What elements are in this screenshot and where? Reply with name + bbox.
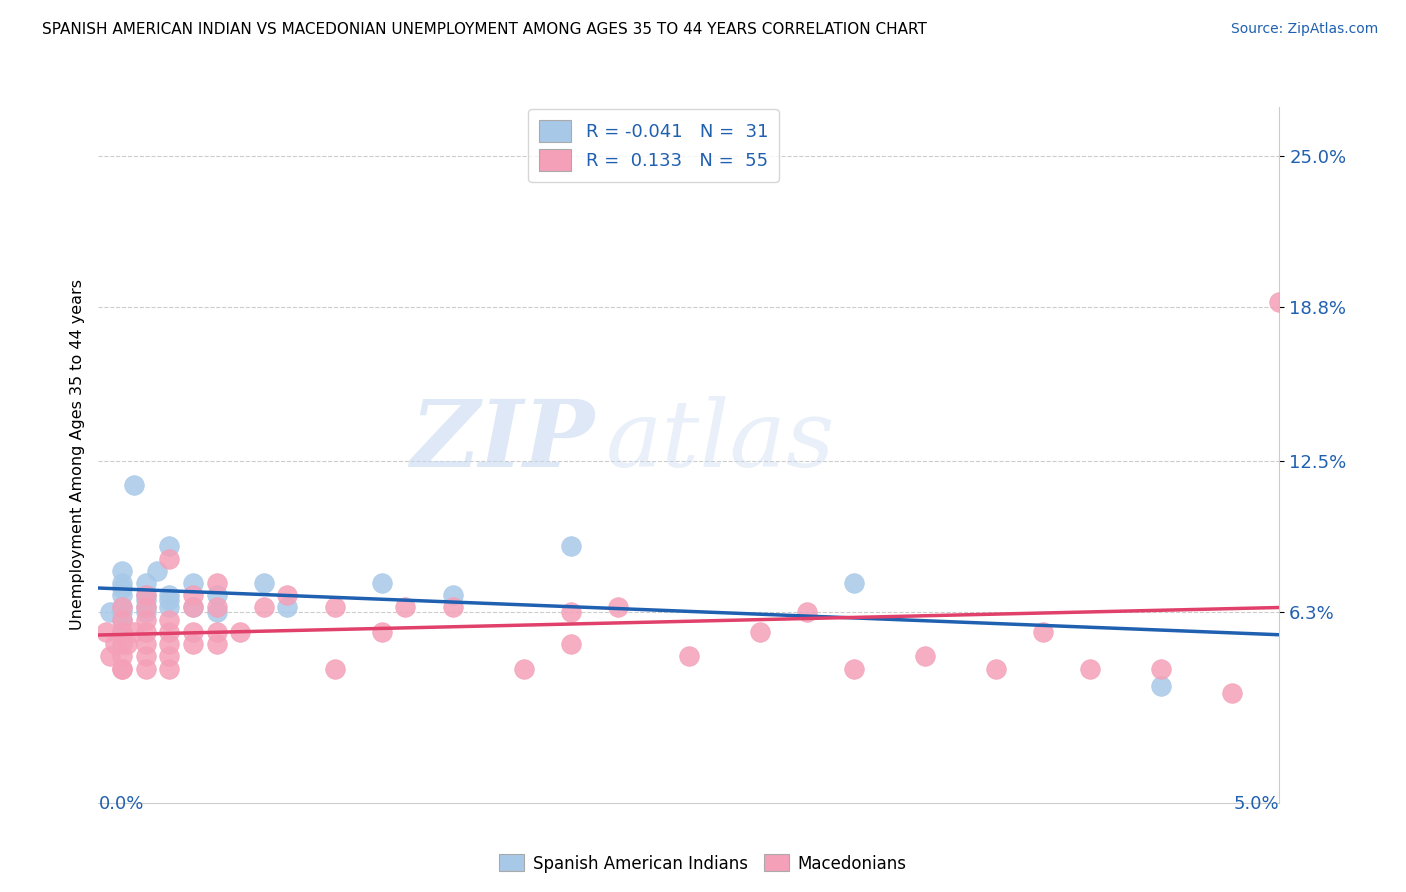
Point xyxy=(135,606,157,620)
Point xyxy=(135,600,157,615)
Point xyxy=(441,588,464,602)
Point xyxy=(560,540,582,554)
Legend: R = -0.041   N =  31, R =  0.133   N =  55: R = -0.041 N = 31, R = 0.133 N = 55 xyxy=(529,109,779,182)
Point xyxy=(371,576,394,591)
Point xyxy=(111,600,134,615)
Point xyxy=(205,637,228,651)
Point xyxy=(135,661,157,675)
Point xyxy=(371,624,394,639)
Point xyxy=(157,661,180,675)
Point xyxy=(394,600,416,615)
Point xyxy=(104,637,127,651)
Point xyxy=(111,581,134,595)
Point xyxy=(157,593,180,607)
Point xyxy=(181,600,204,615)
Text: atlas: atlas xyxy=(606,396,835,486)
Point xyxy=(157,600,180,615)
Point xyxy=(135,600,157,615)
Point xyxy=(748,624,770,639)
Point xyxy=(181,600,204,615)
Point xyxy=(98,606,121,620)
Point xyxy=(560,606,582,620)
Point xyxy=(205,576,228,591)
Point xyxy=(115,637,138,651)
Point xyxy=(146,564,169,578)
Point xyxy=(1032,624,1054,639)
Point xyxy=(135,588,157,602)
Point xyxy=(157,649,180,664)
Point xyxy=(157,551,180,566)
Point xyxy=(205,606,228,620)
Point xyxy=(122,624,145,639)
Point xyxy=(111,564,134,578)
Point xyxy=(94,624,117,639)
Point xyxy=(135,637,157,651)
Point xyxy=(111,624,134,639)
Point xyxy=(796,606,818,620)
Point xyxy=(276,588,298,602)
Point xyxy=(607,600,630,615)
Text: Source: ZipAtlas.com: Source: ZipAtlas.com xyxy=(1230,22,1378,37)
Point xyxy=(111,661,134,675)
Point xyxy=(1150,661,1173,675)
Point xyxy=(135,593,157,607)
Point xyxy=(205,600,228,615)
Point xyxy=(111,600,134,615)
Point xyxy=(253,576,276,591)
Point xyxy=(253,600,276,615)
Point xyxy=(111,576,134,591)
Point xyxy=(181,637,204,651)
Point xyxy=(1220,686,1243,700)
Point xyxy=(560,637,582,651)
Point xyxy=(441,600,464,615)
Point xyxy=(135,624,157,639)
Text: 0.0%: 0.0% xyxy=(98,796,143,814)
Point xyxy=(323,661,346,675)
Point xyxy=(512,661,534,675)
Legend: Spanish American Indians, Macedonians: Spanish American Indians, Macedonians xyxy=(492,847,914,880)
Point xyxy=(181,588,204,602)
Point xyxy=(135,588,157,602)
Text: 5.0%: 5.0% xyxy=(1234,796,1279,814)
Point xyxy=(678,649,700,664)
Point xyxy=(205,624,228,639)
Point xyxy=(157,624,180,639)
Point xyxy=(844,661,866,675)
Point xyxy=(98,649,121,664)
Point xyxy=(111,649,134,664)
Point xyxy=(157,588,180,602)
Point xyxy=(205,588,228,602)
Point xyxy=(914,649,936,664)
Point xyxy=(323,600,346,615)
Point xyxy=(111,624,134,639)
Point xyxy=(181,624,204,639)
Point xyxy=(1268,295,1291,310)
Point xyxy=(111,613,134,627)
Point xyxy=(157,613,180,627)
Point xyxy=(135,649,157,664)
Point xyxy=(844,576,866,591)
Point xyxy=(1150,679,1173,693)
Point xyxy=(111,637,134,651)
Y-axis label: Unemployment Among Ages 35 to 44 years: Unemployment Among Ages 35 to 44 years xyxy=(69,279,84,631)
Text: SPANISH AMERICAN INDIAN VS MACEDONIAN UNEMPLOYMENT AMONG AGES 35 TO 44 YEARS COR: SPANISH AMERICAN INDIAN VS MACEDONIAN UN… xyxy=(42,22,927,37)
Point xyxy=(181,576,204,591)
Point xyxy=(135,576,157,591)
Point xyxy=(157,637,180,651)
Point xyxy=(111,661,134,675)
Point xyxy=(122,478,145,492)
Point xyxy=(1080,661,1102,675)
Point xyxy=(111,588,134,602)
Point xyxy=(135,613,157,627)
Point xyxy=(111,613,134,627)
Point xyxy=(984,661,1007,675)
Point xyxy=(276,600,298,615)
Text: ZIP: ZIP xyxy=(411,396,595,486)
Point xyxy=(111,606,134,620)
Point xyxy=(157,540,180,554)
Point xyxy=(229,624,252,639)
